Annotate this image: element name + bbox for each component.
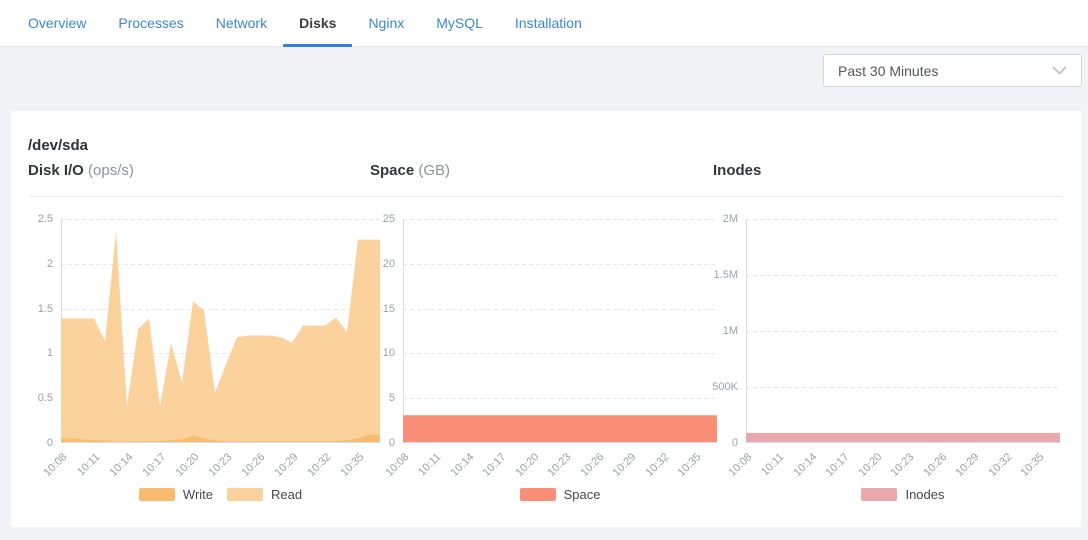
chart-plot-space [403,219,717,443]
legend-swatch-space [519,488,556,501]
y-axis-label: 1M [722,325,738,337]
legend-item-inodes[interactable]: Inodes [861,487,945,502]
time-range-value: Past 30 Minutes [838,62,939,79]
x-axis-label: 10:11 [75,451,103,479]
legend-swatch-write [138,488,175,501]
x-axis-label: 10:17 [140,451,169,479]
tab-installation[interactable]: Installation [514,15,582,31]
y-axis-label: 5 [388,392,395,405]
x-axis-label: 10:23 [206,451,235,479]
x-axis-label: 10:20 [173,451,202,479]
x-axis-label: 10:14 [791,451,820,479]
x-axis-label: 10:17 [480,451,509,479]
x-axis-label: 10:08 [383,451,412,479]
x-axis-label: 10:26 [578,451,607,479]
x-axis-label: 10:11 [416,451,444,479]
y-axis-label: 15 [382,302,395,315]
y-axis-label: 2M [722,213,738,225]
x-axis-label: 10:14 [107,451,136,479]
y-axis-label: 10 [382,347,395,360]
legend-label: Inodes [905,487,945,502]
y-axis-label: 0 [388,437,395,449]
tab-processes[interactable]: Processes [118,15,184,31]
x-axis-label: 10:35 [338,451,367,479]
device-title: /dev/sda [28,137,89,155]
x-axis-label: 10:35 [1018,451,1047,479]
series-area-read [61,231,380,443]
x-axis-label: 10:20 [856,451,885,479]
x-axis-label: 10:23 [545,451,574,479]
x-axis-label: 10:17 [823,451,852,479]
x-axis-label: 10:20 [513,451,542,479]
chart-title-disk-io: Disk I/O (ops/s) [28,162,134,179]
x-axis-label: 10:08 [41,451,70,479]
x-axis-label: 10:14 [448,451,477,479]
legend-item-space[interactable]: Space [519,487,601,502]
x-axis-label: 10:29 [272,451,301,479]
chart-legend-disk-io: Write Read [61,487,380,502]
y-axis-label: 1.5M [713,269,738,281]
title-separator [29,196,1062,197]
tab-nginx[interactable]: Nginx [368,15,405,31]
series-area-inodes [746,432,1060,443]
x-axis-label: 10:32 [643,451,672,479]
legend-label: Write [182,487,214,502]
x-axis-label: 10:35 [675,451,704,479]
x-axis-label: 10:23 [888,451,917,479]
y-axis-label: 1.5 [37,302,53,315]
legend-item-read[interactable]: Read [227,487,302,502]
y-axis-label: 1 [46,347,53,360]
chart-plot-inodes [746,219,1060,443]
legend-label: Space [563,487,601,502]
chart-title-inodes: Inodes [713,162,762,179]
y-axis-label: 2.5 [37,213,53,225]
chart-title-space: Space (GB) [370,162,451,179]
tab-bar: Overview Processes Network Disks Nginx MySQL I… [0,0,1088,47]
y-axis-label: 25 [382,213,395,225]
legend-swatch-inodes [861,488,898,501]
x-axis-label: 10:26 [921,451,950,479]
y-axis-label: 2 [46,257,53,270]
x-axis-label: 10:29 [953,451,982,479]
tab-overview[interactable]: Overview [28,15,87,31]
x-axis-label: 10:26 [239,451,268,479]
y-axis-label: 500K [712,381,738,393]
device-panel: /dev/sda Disk I/O (ops/s) 0 0.5 1 1.5 2 2.5 10:… [11,111,1081,527]
y-axis-label: 20 [382,257,395,270]
x-axis-label: 10:32 [305,451,334,479]
tab-mysql[interactable]: MySQL [436,15,483,31]
x-axis-label: 10:29 [610,451,639,479]
chart-legend-space: Space [403,487,717,502]
x-axis-label: 10:08 [726,451,755,479]
tab-disks[interactable]: Disks [283,0,353,47]
tab-network[interactable]: Network [215,15,268,31]
chart-plot-disk-io [61,219,380,443]
legend-label: Read [271,487,303,502]
y-axis-label: 0 [731,437,738,449]
y-axis-label: 0 [46,437,53,449]
x-axis-label: 10:11 [759,451,787,479]
x-axis-label: 10:32 [986,451,1015,479]
series-area-space [403,415,717,443]
legend-item-write[interactable]: Write [138,487,214,502]
legend-swatch-read [227,488,264,501]
chart-legend-inodes: Inodes [746,487,1060,502]
y-axis-label: 0.5 [37,392,53,405]
chevron-down-icon [1052,66,1067,75]
time-range-select[interactable]: Past 30 Minutes [823,54,1082,87]
